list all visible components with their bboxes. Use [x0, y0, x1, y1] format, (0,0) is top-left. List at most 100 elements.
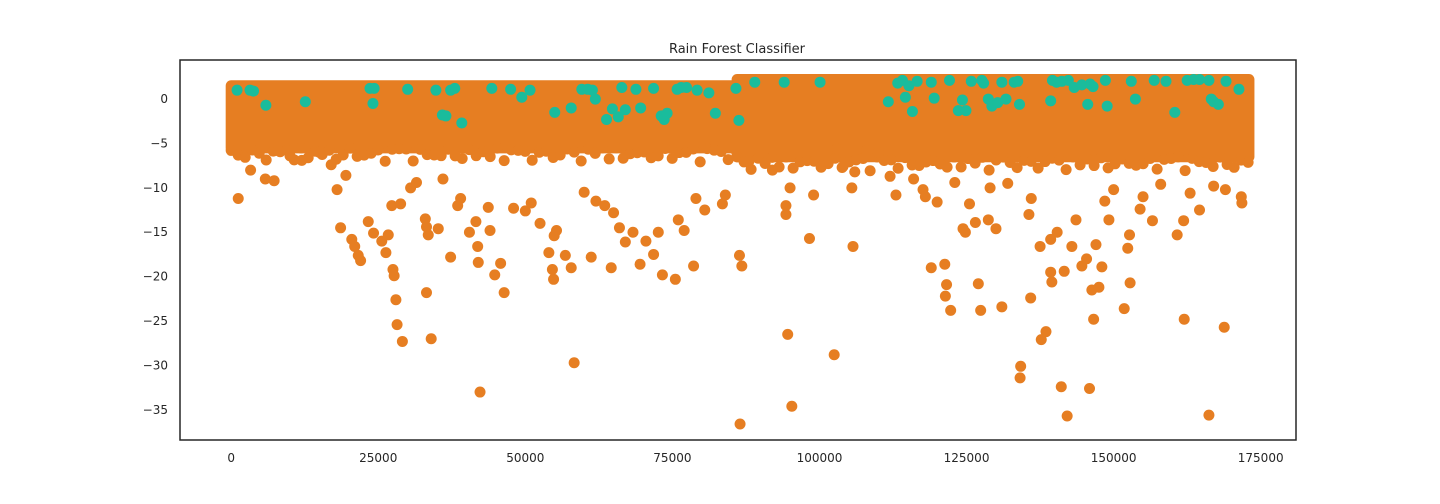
- minority-point: [612, 111, 624, 123]
- x-tick-label: 150000: [1091, 451, 1137, 465]
- majority-point: [1155, 178, 1167, 190]
- band-edge-point: [519, 145, 531, 157]
- minority-point: [299, 96, 311, 108]
- majority-point: [420, 287, 432, 299]
- majority-point: [325, 159, 337, 171]
- majority-point: [313, 146, 325, 158]
- minority-point: [1160, 75, 1172, 87]
- minority-point: [440, 110, 452, 122]
- majority-point: [733, 249, 745, 261]
- majority-point: [1134, 203, 1146, 215]
- majority-point: [1061, 410, 1073, 422]
- majority-point: [508, 202, 520, 214]
- majority-point: [939, 258, 951, 270]
- y-axis-ticks: 0 −5 −10 −15 −20 −25 −30 −35: [143, 92, 168, 417]
- x-tick-label: 100000: [797, 451, 843, 465]
- majority-point: [578, 186, 590, 198]
- minority-point: [456, 117, 468, 129]
- majority-point: [1046, 276, 1058, 288]
- x-tick-label: 75000: [653, 451, 691, 465]
- majority-point: [613, 222, 625, 234]
- majority-point: [489, 269, 501, 281]
- majority-point: [931, 196, 943, 208]
- minority-point: [524, 84, 536, 96]
- majority-point: [395, 198, 407, 210]
- majority-point: [559, 249, 571, 261]
- majority-point: [919, 191, 931, 203]
- majority-point: [619, 236, 631, 248]
- minority-point: [882, 96, 894, 108]
- majority-point: [1099, 195, 1111, 207]
- majority-point: [669, 273, 681, 285]
- majority-point: [1015, 360, 1027, 372]
- y-tick-label: −20: [143, 270, 168, 284]
- majority-point: [335, 222, 347, 234]
- majority-point: [482, 201, 494, 213]
- majority-point: [1124, 277, 1136, 289]
- majority-point: [831, 143, 843, 155]
- majority-point: [861, 145, 873, 157]
- majority-point: [1066, 240, 1078, 252]
- majority-point: [743, 155, 755, 167]
- band-edge-point: [1228, 161, 1240, 173]
- band-edge-point: [491, 142, 503, 154]
- minority-point: [565, 102, 577, 114]
- minority-point: [1012, 75, 1024, 87]
- band-edge-point: [372, 144, 384, 156]
- minority-point: [1220, 75, 1232, 87]
- minority-point: [814, 76, 826, 88]
- band-edge-point: [1032, 162, 1044, 174]
- majority-point: [362, 216, 374, 228]
- majority-point: [1218, 321, 1230, 333]
- majority-point: [786, 400, 798, 412]
- majority-point: [268, 175, 280, 187]
- majority-point: [908, 173, 920, 185]
- majority-point: [849, 166, 861, 178]
- majority-point: [640, 235, 652, 247]
- majority-point: [634, 258, 646, 270]
- majority-point: [1088, 313, 1100, 325]
- minority-point: [1082, 98, 1094, 110]
- band-edge-point: [687, 143, 699, 155]
- band-edge-point: [1095, 152, 1107, 164]
- majority-point: [975, 304, 987, 316]
- majority-point: [1090, 239, 1102, 251]
- majority-point: [690, 193, 702, 205]
- majority-point: [648, 248, 660, 260]
- minority-point: [486, 82, 498, 94]
- minority-point: [703, 87, 715, 99]
- majority-point: [546, 264, 558, 276]
- majority-point: [990, 223, 1002, 235]
- minority-point: [928, 92, 940, 104]
- majority-point: [1178, 313, 1190, 325]
- scatter-points: [231, 74, 1248, 430]
- band-edge-point: [323, 144, 335, 156]
- majority-point: [736, 260, 748, 272]
- band-edge-point: [1214, 151, 1226, 163]
- majority-point: [766, 164, 778, 176]
- majority-point: [1208, 180, 1220, 192]
- band-edge-point: [1025, 155, 1037, 167]
- majority-point: [1137, 191, 1149, 203]
- y-tick-label: −35: [143, 403, 168, 417]
- majority-point: [484, 224, 496, 236]
- band-edge-point: [344, 142, 356, 154]
- minority-point: [505, 83, 517, 95]
- band-edge-point: [1242, 156, 1254, 168]
- minority-point: [903, 80, 915, 92]
- x-axis-ticks: 0 25000 50000 75000 100000 125000 150000 175000: [227, 451, 1283, 465]
- majority-point: [1122, 242, 1134, 254]
- minority-point: [1014, 98, 1026, 110]
- majority-point: [1025, 193, 1037, 205]
- band-edge-point: [498, 155, 510, 167]
- band-edge-point: [596, 142, 608, 154]
- minority-point: [978, 77, 990, 89]
- majority-point: [605, 262, 617, 274]
- majority-point: [355, 255, 367, 267]
- band-edge-point: [899, 152, 911, 164]
- y-tick-label: 0: [160, 92, 168, 106]
- majority-point: [672, 214, 684, 226]
- majority-point: [925, 262, 937, 274]
- minority-point: [925, 76, 937, 88]
